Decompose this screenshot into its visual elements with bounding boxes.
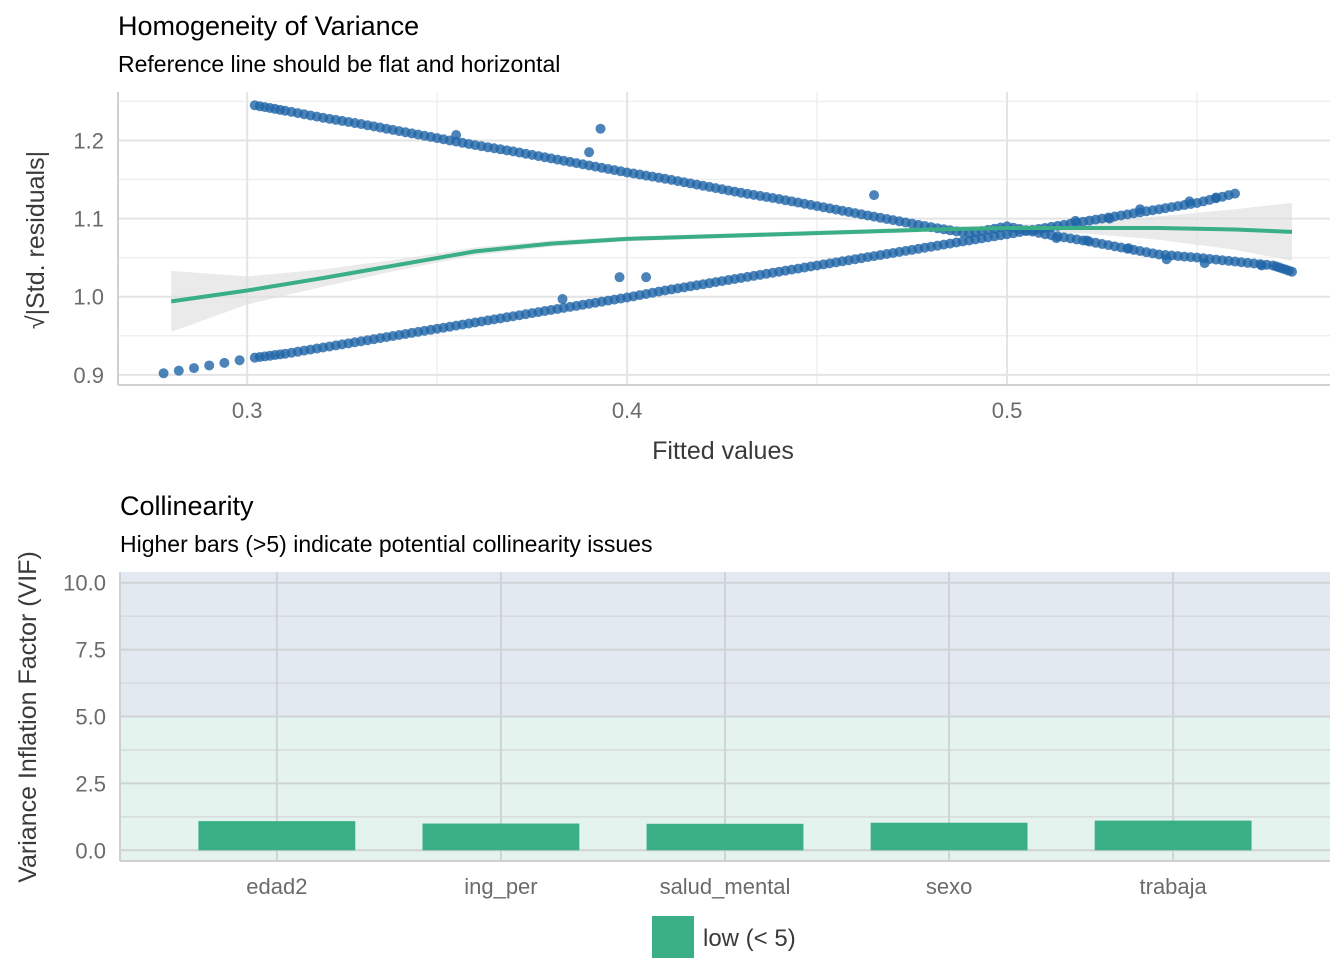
vif-bar-ing_per: [422, 823, 580, 851]
residual-point: [584, 147, 595, 158]
residual-point: [869, 190, 880, 201]
p1-title: Homogeneity of Variance: [118, 11, 419, 41]
p2-y-tick-label: 2.5: [75, 771, 106, 796]
p1-y-axis-label: √|Std. residuals|: [22, 151, 50, 329]
p1-y-tick-label: 1.2: [73, 128, 104, 153]
residual-point: [595, 123, 606, 134]
smooth-confidence-band: [171, 202, 1293, 332]
vif-bar-trabaja: [1094, 820, 1252, 851]
p1-subtitle: Reference line should be flat and horizo…: [118, 51, 560, 77]
p1-y-tick-label: 1.0: [73, 285, 104, 310]
p1-y-tick-labels: 0.9 1.0 1.1 1.2: [73, 128, 104, 387]
residual-point: [204, 360, 215, 371]
p1-x-tick-label: 0.4: [612, 398, 643, 423]
p1-y-tick-label: 1.1: [73, 207, 104, 232]
collinearity-panel: edad2 ing_per salud_mental sexo trabaja 0.0 2…: [14, 491, 1330, 958]
residual-point: [1199, 258, 1210, 269]
residual-point: [234, 355, 245, 366]
p2-x-tick-label: ing_per: [464, 874, 537, 899]
p2-y-tick-label: 7.5: [75, 638, 106, 663]
residual-point: [1161, 254, 1172, 265]
residual-point: [641, 272, 652, 283]
p2-y-tick-label: 5.0: [75, 705, 106, 730]
vif-bar-salud_mental: [646, 823, 804, 851]
vif-bar-edad2: [198, 821, 356, 851]
p1-y-tick-label: 0.9: [73, 363, 104, 388]
p2-title: Collinearity: [120, 491, 254, 521]
p2-y-tick-label: 10.0: [63, 571, 106, 596]
residual-point: [451, 129, 462, 140]
p2-x-tick-label: edad2: [246, 874, 307, 899]
vif-bars: [198, 820, 1252, 851]
residual-point: [1051, 233, 1062, 244]
smooth-curve: [170, 226, 1293, 304]
residual-point: [1230, 188, 1241, 199]
legend-swatch-low: [652, 916, 694, 958]
p2-y-axis-label: Variance Inflation Factor (VIF): [14, 551, 42, 883]
residual-point: [1123, 243, 1134, 254]
p2-x-tick-labels: edad2 ing_per salud_mental sexo trabaja: [246, 874, 1207, 899]
smooth-ribbon: [171, 202, 1293, 332]
residual-point: [1287, 266, 1298, 277]
residual-point: [158, 368, 169, 379]
homogeneity-panel: 0.3 0.4 0.5 0.9 1.0 1.1 1.2 Homogeneity of Va…: [22, 11, 1330, 465]
p2-x-tick-label: trabaja: [1140, 874, 1208, 899]
p1-x-axis-label: Fitted values: [652, 437, 794, 465]
p2-y-tick-labels: 0.0 2.5 5.0 7.5 10.0: [63, 571, 106, 864]
p1-axes: [117, 92, 1330, 386]
residual-point: [1135, 204, 1146, 215]
p1-x-tick-label: 0.3: [232, 398, 263, 423]
p1-x-tick-label: 0.5: [992, 398, 1023, 423]
residual-point: [1256, 260, 1267, 271]
p2-y-tick-label: 0.0: [75, 838, 106, 863]
residual-point: [1184, 196, 1195, 207]
legend-label-low: low (< 5): [703, 925, 796, 952]
p2-subtitle: Higher bars (>5) indicate potential coll…: [120, 531, 652, 557]
residual-point: [1211, 192, 1222, 203]
p2-axes: [119, 572, 1330, 862]
vif-bar-sexo: [870, 822, 1028, 851]
smooth-line: [170, 226, 1293, 304]
residual-point: [219, 357, 230, 368]
residual-point: [188, 363, 199, 374]
p1-x-tick-labels: 0.3 0.4 0.5: [232, 398, 1022, 423]
residual-points: [158, 100, 1298, 379]
residual-point: [1070, 215, 1081, 226]
p2-x-tick-label: salud_mental: [660, 874, 791, 899]
legend: low (< 5): [652, 916, 796, 958]
residual-point: [614, 272, 625, 283]
p2-x-tick-label: sexo: [926, 874, 972, 899]
residual-point: [1081, 235, 1092, 246]
residual-point: [1104, 213, 1115, 224]
residual-point: [557, 294, 568, 305]
residual-point: [173, 365, 184, 376]
